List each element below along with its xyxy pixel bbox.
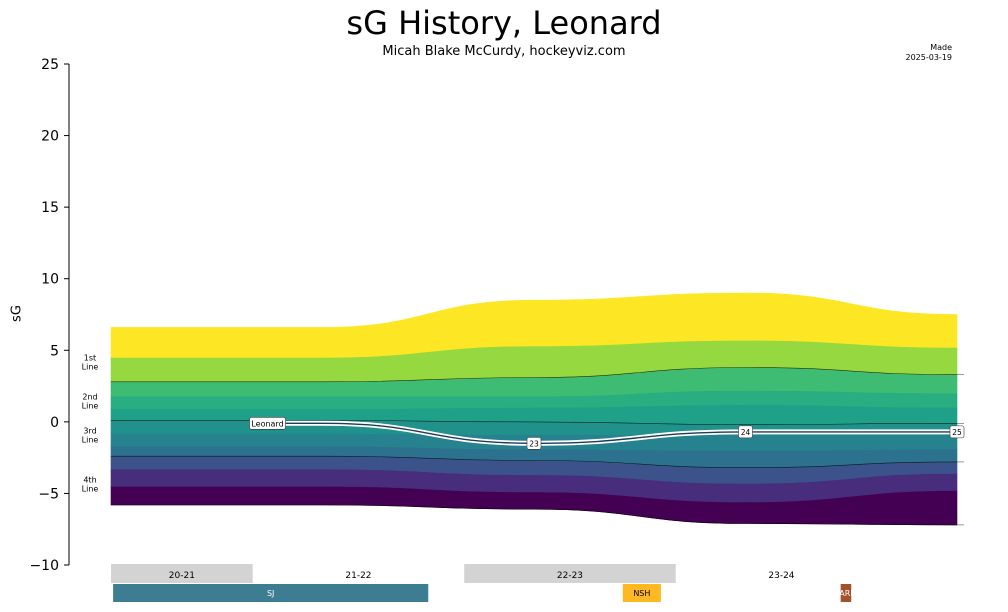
- season-label-21-22: 21-22: [345, 571, 371, 581]
- series-name-box: [249, 416, 286, 430]
- y-tick-label: 10: [41, 272, 59, 288]
- season-label-20-21: 20-21: [169, 571, 195, 581]
- y-tick-label: −5: [38, 486, 59, 502]
- season-point-label: 23: [529, 439, 539, 448]
- season-point-box: [949, 425, 965, 439]
- y-tick-label: 25: [41, 57, 59, 73]
- line-divider-layer: [111, 367, 964, 526]
- season-point-label: 25: [952, 428, 962, 437]
- season-point-box: [738, 425, 753, 439]
- series-line-inner: [267, 422, 957, 445]
- line-label-layer: 1st Line 2nd Line 3rd Line 4th Line: [82, 354, 99, 494]
- made-date-note: Made 2025-03-19: [906, 43, 953, 63]
- y-tick-label: −10: [29, 558, 59, 574]
- player-series-layer: Leonard 23 24 25: [249, 416, 965, 450]
- line-divider-0: [111, 504, 958, 526]
- made-date: 2025-03-19: [905, 53, 953, 62]
- season-label-23-24: 23-24: [768, 571, 794, 581]
- y-tick-label: 15: [41, 200, 59, 216]
- band-layer: [110, 292, 958, 526]
- line-divider-1: [111, 455, 958, 469]
- season-block-22-23: [464, 564, 676, 583]
- y-tick-label: 20: [41, 129, 59, 145]
- band-10: [110, 292, 958, 358]
- season-strip: 20-21 21-22 22-23 23-24: [111, 564, 795, 583]
- series-name-label: Leonard: [251, 419, 283, 428]
- chart-subtitle: Micah Blake McCurdy, hockeyviz.com: [382, 44, 626, 59]
- team-label-ARI: ARI: [839, 589, 852, 598]
- chart-title: sG History, Leonard: [346, 4, 662, 42]
- team-label-NSH: NSH: [633, 589, 650, 598]
- team-block-SJ: [113, 584, 429, 602]
- line-divider-3: [111, 367, 958, 383]
- season-point-label: 24: [741, 428, 751, 437]
- line-label-1: 1st Line: [82, 354, 99, 372]
- season-point-box: [526, 437, 542, 450]
- y-tick-label: 5: [50, 343, 59, 359]
- team-block-NSH: [622, 584, 661, 602]
- y-axis: −10 −5 0 5 10 15 20 25: [29, 57, 70, 574]
- line-label-4: 4th Line: [82, 475, 99, 493]
- line-label-2: 2nd Line: [82, 392, 99, 410]
- y-tick-label: 0: [50, 415, 59, 431]
- line-label-3: 3rd Line: [82, 427, 99, 445]
- team-label-SJ: SJ: [267, 589, 274, 598]
- season-label-22-23: 22-23: [557, 571, 583, 581]
- team-strip: SJ NSH ARI: [113, 584, 853, 602]
- season-block-20-21: [111, 564, 253, 583]
- made-label: Made: [930, 43, 952, 52]
- line-divider-2: [111, 420, 958, 426]
- team-block-ARI: [840, 584, 852, 602]
